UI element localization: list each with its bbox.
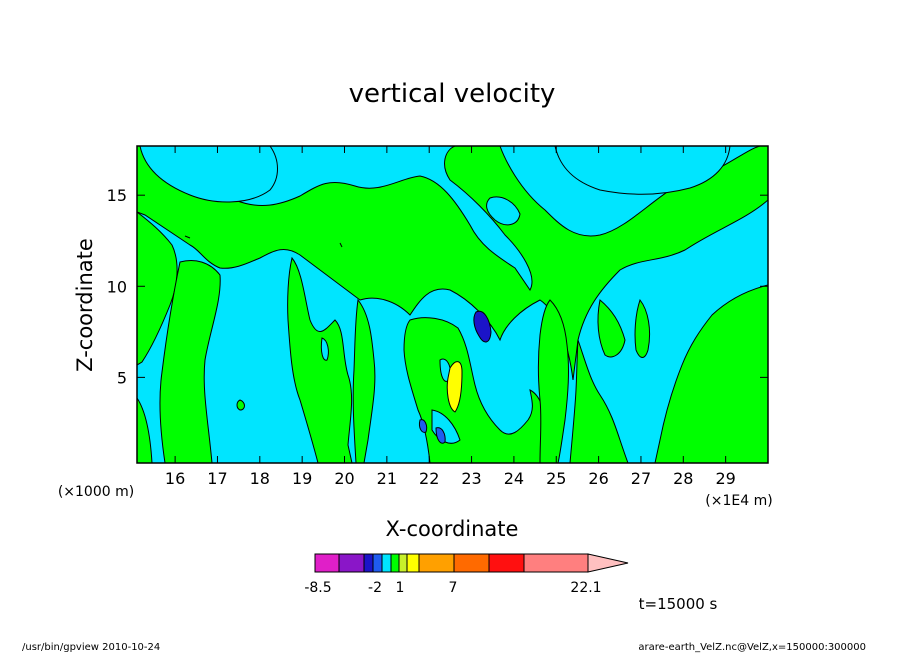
colorbar-segment bbox=[390, 553, 400, 573]
region-positive bbox=[287, 256, 353, 463]
x-tick-label: 23 bbox=[461, 469, 481, 488]
colorbar-segment bbox=[453, 553, 490, 573]
y-tick-label: 10 bbox=[107, 277, 127, 296]
x-tick-label: 17 bbox=[207, 469, 227, 488]
x-tick-label: 27 bbox=[631, 469, 651, 488]
x-unit-left: (×1000 m) bbox=[58, 484, 134, 500]
y-tick-label: 5 bbox=[117, 368, 127, 387]
colorbar bbox=[314, 553, 629, 573]
y-tick-label: 15 bbox=[107, 186, 127, 205]
colorbar-label: -8.5 bbox=[304, 580, 331, 596]
contour-line bbox=[339, 242, 343, 248]
region-strong-positive bbox=[446, 361, 463, 413]
region-positive bbox=[352, 298, 376, 463]
region-positive bbox=[654, 284, 768, 463]
x-tick-label: 20 bbox=[334, 469, 354, 488]
x-unit-right: (×1E4 m) bbox=[705, 493, 772, 509]
region-neutral bbox=[486, 196, 521, 226]
x-tick-label: 19 bbox=[292, 469, 312, 488]
region-neutral bbox=[139, 146, 278, 203]
region-positive bbox=[538, 299, 569, 463]
colorbar-segment bbox=[418, 553, 455, 573]
contour-line bbox=[184, 235, 191, 239]
x-axis: 16 17 18 19 20 21 22 23 24 25 26 27 28 29 bbox=[165, 146, 736, 488]
x-tick-label: 26 bbox=[588, 469, 608, 488]
y-axis: 5 10 15 bbox=[107, 186, 768, 387]
x-tick-label: 24 bbox=[504, 469, 524, 488]
region-strong-negative bbox=[473, 310, 492, 343]
colorbar-label: 1 bbox=[396, 580, 405, 596]
x-tick-label: 21 bbox=[377, 469, 397, 488]
plot-frame bbox=[136, 145, 769, 464]
colorbar-segment bbox=[523, 553, 589, 573]
y-axis-title: Z-coordinate bbox=[73, 238, 97, 372]
region-neutral bbox=[554, 146, 731, 195]
colorbar-label: 7 bbox=[449, 580, 458, 596]
region-neutral bbox=[320, 337, 329, 361]
time-label: t=15000 s bbox=[639, 595, 718, 613]
region-positive bbox=[137, 146, 768, 381]
region-positive bbox=[597, 299, 626, 358]
contour-field bbox=[137, 146, 768, 463]
colorbar-segment bbox=[488, 553, 525, 573]
x-tick-label: 25 bbox=[546, 469, 566, 488]
footer-left: /usr/bin/gpview 2010-10-24 bbox=[22, 642, 160, 653]
x-tick-label: 28 bbox=[673, 469, 693, 488]
colorbar-segment bbox=[363, 553, 374, 573]
colorbar-segment bbox=[314, 553, 340, 573]
x-tick-label: 29 bbox=[715, 469, 735, 488]
colorbar-segment bbox=[406, 553, 420, 573]
region-positive bbox=[236, 399, 245, 411]
x-axis-title: X-coordinate bbox=[386, 517, 519, 541]
colorbar-segment bbox=[398, 553, 408, 573]
region-negative bbox=[419, 419, 428, 433]
x-tick-label: 22 bbox=[419, 469, 439, 488]
colorbar-label: -2 bbox=[368, 580, 382, 596]
colorbar-segment bbox=[381, 553, 392, 573]
colorbar-labels: -8.5 -2 1 7 22.1 bbox=[304, 580, 601, 596]
chart-title: vertical velocity bbox=[349, 79, 556, 109]
region-negative bbox=[435, 427, 446, 444]
x-tick-label: 18 bbox=[250, 469, 270, 488]
region-positive bbox=[634, 298, 651, 358]
region-positive bbox=[569, 339, 629, 463]
x-tick-label: 16 bbox=[165, 469, 185, 488]
colorbar-label: 22.1 bbox=[570, 580, 601, 596]
colorbar-segment bbox=[338, 553, 365, 573]
footer-right: arare-earth_VelZ.nc@VelZ,x=150000:300000 bbox=[638, 642, 866, 653]
region-positive bbox=[159, 260, 221, 463]
colorbar-segment bbox=[372, 553, 383, 573]
colorbar-arrow bbox=[587, 553, 629, 573]
